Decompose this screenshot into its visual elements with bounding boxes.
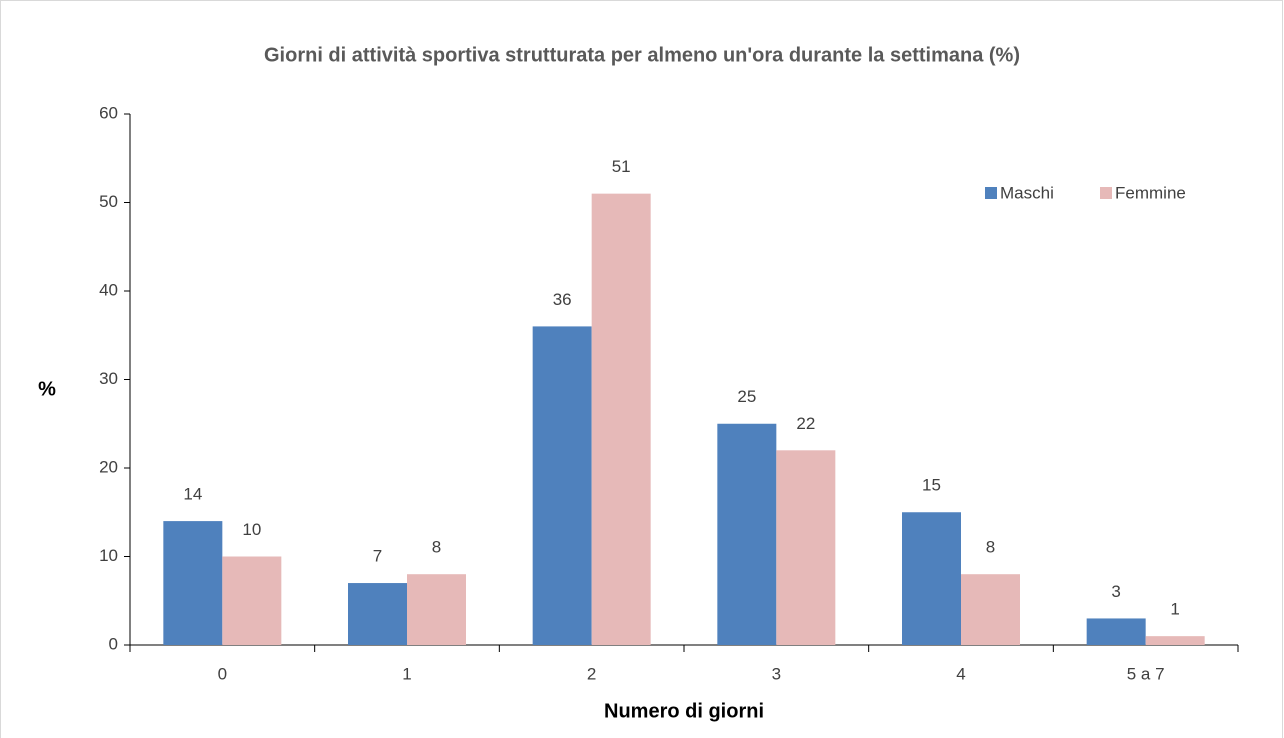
x-tick-label: 1: [402, 664, 411, 683]
chart-title: Giorni di attività sportiva strutturata …: [264, 44, 1020, 66]
bar: [1145, 636, 1205, 645]
value-label: 3: [1111, 582, 1120, 601]
value-label: 8: [986, 538, 995, 557]
bar: [717, 423, 777, 645]
y-tick-label: 40: [99, 280, 118, 299]
bar: [776, 450, 836, 645]
x-tick-label: 5 a 7: [1127, 664, 1165, 683]
y-tick-label: 10: [99, 546, 118, 565]
bar: [407, 574, 466, 645]
x-tick-label: 2: [587, 664, 596, 683]
bar: [348, 583, 407, 645]
y-tick-label: 60: [99, 103, 118, 122]
value-label: 25: [737, 387, 756, 406]
value-label: 8: [432, 538, 441, 557]
value-label: 15: [922, 476, 941, 495]
bar: [591, 193, 651, 645]
y-axis-title: %: [38, 378, 56, 400]
value-label: 22: [796, 414, 815, 433]
bar: [222, 556, 282, 645]
x-tick-label: 0: [218, 664, 227, 683]
value-label: 36: [553, 290, 572, 309]
legend-label: Maschi: [1000, 183, 1054, 202]
y-tick-label: 30: [99, 369, 118, 388]
x-tick-label: 4: [956, 664, 965, 683]
y-tick-label: 0: [109, 634, 118, 653]
value-label: 14: [183, 485, 202, 504]
bar: [1086, 618, 1146, 645]
value-label: 7: [373, 547, 382, 566]
bar: [902, 512, 961, 645]
value-label: 51: [612, 157, 631, 176]
bar: [961, 574, 1020, 645]
x-axis-title: Numero di giorni: [604, 700, 764, 722]
value-label: 10: [242, 520, 261, 539]
legend-label: Femmine: [1115, 183, 1186, 202]
value-label: 1: [1170, 600, 1179, 619]
x-tick-label: 3: [772, 664, 781, 683]
bar: [532, 326, 592, 645]
bar: [163, 521, 223, 645]
y-tick-label: 50: [99, 192, 118, 211]
y-tick-label: 20: [99, 457, 118, 476]
legend-swatch: [985, 187, 997, 199]
legend-swatch: [1100, 187, 1112, 199]
